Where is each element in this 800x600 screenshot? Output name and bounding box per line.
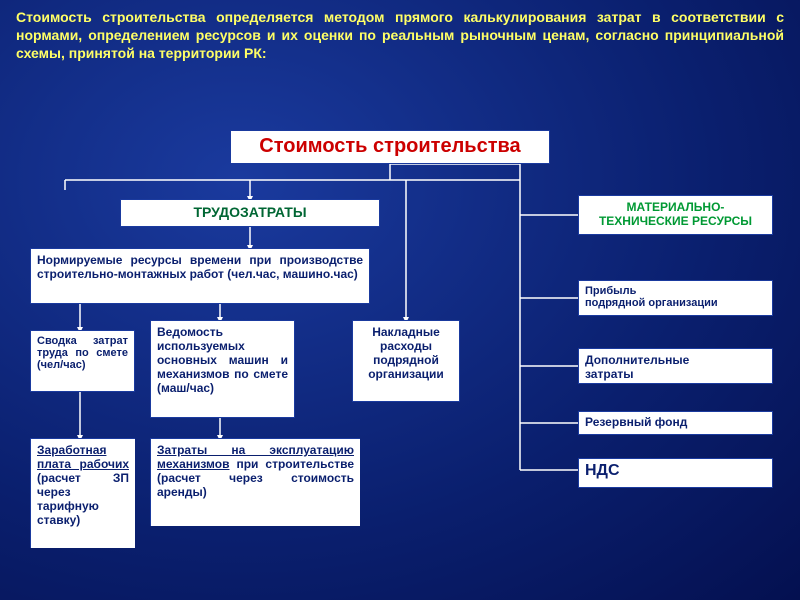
dop-line1: Дополнительные — [585, 353, 766, 367]
pribyl-box: Прибыль подрядной организации — [578, 280, 773, 316]
dop-line2: затраты — [585, 367, 766, 381]
mtr-box: МАТЕРИАЛЬНО-ТЕХНИЧЕСКИЕ РЕСУРСЫ — [578, 195, 773, 235]
title-box: Стоимость строительства — [230, 130, 550, 164]
nakladnye-box: Накладные расходы подрядной организации — [352, 320, 460, 402]
nds-box: НДС — [578, 458, 773, 488]
vedomost-box: Ведомость используемых основных машин и … — [150, 320, 295, 418]
dop-box: Дополнительные затраты — [578, 348, 773, 384]
zp-box: Заработная плата рабочих (расчет ЗП чере… — [30, 438, 135, 548]
zp-rest: (расчет ЗП через тарифную ставку) — [37, 471, 129, 527]
zp-underline: Заработная плата рабочих — [37, 443, 129, 471]
svodka-box: Сводка затрат труда по смете (чел/час) — [30, 330, 135, 392]
labor-box: ТРУДОЗАТРАТЫ — [120, 199, 380, 227]
reserve-box: Резервный фонд — [578, 411, 773, 435]
expl-box: Затраты на эксплуатацию механизмов при с… — [150, 438, 360, 526]
norms-box: Нормируемые ресурсы времени при производ… — [30, 248, 370, 304]
header-text: Стоимость строительства определяется мет… — [0, 0, 800, 67]
pribyl-line2: подрядной организации — [585, 297, 766, 309]
pribyl-line1: Прибыль — [585, 285, 766, 297]
